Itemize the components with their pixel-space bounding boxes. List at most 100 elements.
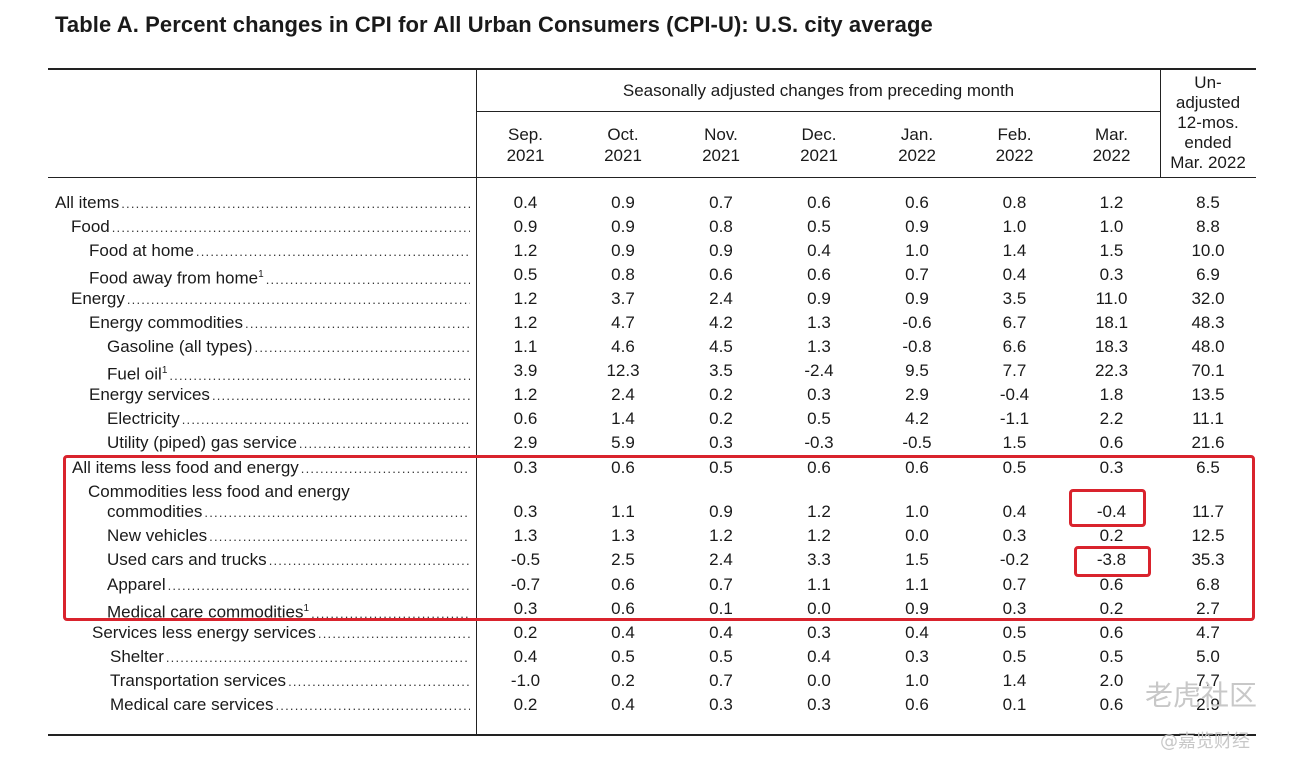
cell-value: 0.3 (1002, 599, 1027, 618)
top-rule (48, 68, 1256, 70)
cell-value: 0.9 (905, 217, 929, 236)
footnote-marker: 1 (161, 365, 168, 376)
cell-value: 1.2 (513, 385, 538, 404)
cell-value: 1.5 (905, 550, 929, 569)
cell-value: 5.9 (611, 433, 635, 452)
leader-dots: ........................................… (211, 388, 470, 403)
cell-value: 1.2 (1099, 193, 1124, 212)
cell-unadjusted-12mo: 70.1 (1191, 361, 1225, 380)
cell-unadjusted-12mo: 10.0 (1191, 241, 1225, 260)
cell-value: -0.7 (510, 575, 541, 594)
cell-value: -0.4 (999, 385, 1030, 404)
cell-value: 0.5 (709, 458, 733, 477)
cell-unadjusted-12mo: 13.5 (1191, 385, 1225, 404)
cell-value: 1.8 (1099, 385, 1124, 404)
cell-value: 0.3 (1002, 526, 1027, 545)
cell-value: 0.9 (905, 599, 929, 618)
cell-value: 0.2 (1099, 526, 1124, 545)
leader-dots: ........................................… (181, 412, 470, 427)
leader-dots: ........................................… (126, 292, 470, 307)
cell-value: 0.5 (807, 409, 831, 428)
leader-dots: ........................................… (245, 316, 470, 331)
cell-value: 3.7 (611, 289, 635, 308)
cell-unadjusted-12mo: 8.8 (1196, 217, 1220, 236)
cell-unadjusted-12mo: 11.1 (1192, 409, 1224, 428)
cell-value: 1.2 (513, 289, 538, 308)
leader-dots: ........................................… (265, 271, 470, 287)
cell-value: 1.1 (905, 575, 929, 594)
table-title: Table A. Percent changes in CPI for All … (55, 12, 933, 37)
cell-value: 2.4 (709, 289, 733, 308)
cell-value: 0.1 (1002, 695, 1027, 714)
cell-value: 2.9 (905, 385, 929, 404)
cell-value: 1.4 (611, 409, 635, 428)
column-header-mar-2022: Mar. 2022 (1092, 125, 1131, 165)
cell-value: 0.5 (1002, 458, 1027, 477)
cell-value: 0.9 (513, 217, 538, 236)
cell-value: 0.7 (709, 575, 733, 594)
cell-value: 0.9 (611, 193, 635, 212)
cell-value: -0.4 (1096, 502, 1127, 521)
cell-value: 0.5 (1002, 647, 1027, 666)
column-header-feb-2022: Feb. 2022 (995, 125, 1034, 165)
table-row: Medical care commodities1...............… (0, 597, 1298, 621)
cell-value: 0.4 (807, 647, 831, 666)
cell-value: -0.5 (510, 550, 541, 569)
cell-value: 0.3 (709, 433, 733, 452)
cell-value: 1.2 (709, 526, 733, 545)
cell-value: 1.2 (513, 241, 538, 260)
cell-value: 0.8 (709, 217, 733, 236)
cell-value: 0.4 (1002, 265, 1027, 284)
row-label: New vehicles............................… (107, 524, 470, 548)
cell-value: 0.9 (611, 241, 635, 260)
cell-value: 0.6 (709, 265, 733, 284)
table-row: All items...............................… (0, 191, 1298, 215)
unadjusted-divider (1160, 69, 1161, 178)
table-row: Food at home............................… (0, 239, 1298, 263)
cell-value: -0.6 (902, 313, 932, 332)
cell-unadjusted-12mo: 48.0 (1191, 337, 1225, 356)
cell-value: 9.5 (905, 361, 929, 380)
commodities-mar-highlight-box (1069, 489, 1146, 527)
cell-value: 0.4 (611, 695, 635, 714)
leader-dots: ........................................… (111, 220, 470, 235)
cell-value: 0.9 (905, 289, 929, 308)
cell-value: 0.7 (709, 193, 733, 212)
table-row: Used cars and trucks....................… (0, 548, 1298, 572)
table-row: Gasoline (all types)....................… (0, 335, 1298, 359)
cell-value: 1.0 (1099, 217, 1124, 236)
cell-value: 11.0 (1095, 289, 1128, 308)
cell-value: 0.3 (905, 647, 929, 666)
row-label: Fuel oil1...............................… (107, 359, 470, 383)
row-label: Transportation services.................… (110, 669, 470, 693)
cell-unadjusted-12mo: 6.8 (1196, 575, 1220, 594)
watermark-main: 老虎社区 (1145, 679, 1258, 712)
cell-unadjusted-12mo: 11.7 (1192, 502, 1224, 521)
stub-divider (476, 69, 477, 735)
leader-dots: ........................................… (204, 505, 470, 520)
table-row: Services less energy services...........… (0, 621, 1298, 645)
cell-value: 0.5 (513, 265, 538, 284)
header-bottom-rule (48, 177, 1256, 178)
cell-value: 0.6 (1099, 695, 1124, 714)
column-header-oct-2021: Oct. 2021 (604, 125, 642, 165)
cell-value: 2.4 (611, 385, 635, 404)
cell-value: 1.1 (611, 502, 635, 521)
cell-value: 0.3 (807, 695, 831, 714)
cell-unadjusted-12mo: 21.6 (1191, 433, 1225, 452)
cell-value: -0.5 (902, 433, 932, 452)
leader-dots: ........................................… (311, 605, 470, 621)
cell-value: 0.6 (1099, 575, 1124, 594)
cell-value: 0.6 (1099, 433, 1124, 452)
cell-value: -0.3 (804, 433, 834, 452)
table-row: Energy..................................… (0, 287, 1298, 311)
table-row: Shelter.................................… (0, 645, 1298, 669)
cell-value: 3.5 (709, 361, 733, 380)
cell-value: 0.4 (807, 241, 831, 260)
table-row: Transportation services.................… (0, 669, 1298, 693)
row-label: Food away from home1....................… (89, 263, 470, 287)
cell-value: 4.2 (709, 313, 733, 332)
cell-unadjusted-12mo: 32.0 (1191, 289, 1225, 308)
cell-unadjusted-12mo: 5.0 (1196, 647, 1220, 666)
cell-value: 0.3 (1099, 265, 1124, 284)
